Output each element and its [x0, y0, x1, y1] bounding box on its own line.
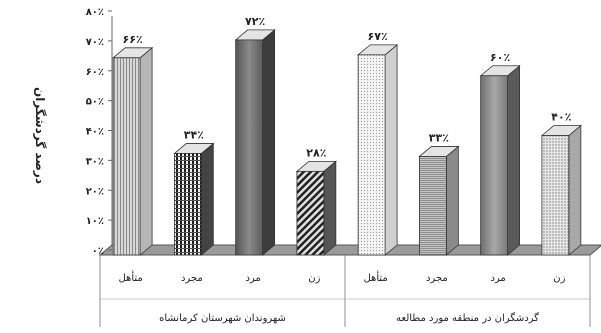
bar [357, 54, 386, 256]
bar-side [262, 29, 276, 256]
bar-side [139, 46, 153, 256]
y-tick-label: ۶۰٪ [86, 67, 104, 78]
y-tick-label: ۸۰٪ [86, 7, 104, 18]
bar [235, 39, 263, 256]
y-tick-label: ۱۰٪ [86, 216, 104, 227]
category-label: متأهل [363, 270, 387, 284]
y-axis-title: درصد گردشگران [33, 87, 47, 184]
bar-side [200, 142, 214, 256]
y-tick-label: ۲۰٪ [86, 186, 104, 197]
bar-side [445, 145, 459, 256]
bar-value-label: ۲۸٪ [306, 146, 326, 159]
group-label: گردشگران در منطقه مورد مطالعه [396, 312, 539, 324]
bar-value-label: ۷۲٪ [245, 15, 265, 28]
category-label: متأهل [118, 270, 142, 284]
bar-value-label: ۶۶٪ [123, 33, 143, 46]
bar-value-label: ۳۳٪ [429, 131, 449, 144]
category-label: مجرد [181, 273, 203, 284]
category-label: مجرد [426, 273, 448, 284]
bar-value-label: ۶۰٪ [490, 51, 510, 64]
bar [173, 153, 202, 256]
bar-side [568, 124, 582, 256]
bar [418, 156, 447, 256]
y-tick-label: ۵۰٪ [86, 97, 104, 108]
y-tick-label: ۴۰٪ [86, 127, 104, 138]
bar [541, 135, 570, 256]
group-label: شهروندان شهرستان کرمانشاه [159, 313, 286, 324]
bar-side [384, 43, 398, 256]
category-label: زن [553, 273, 565, 284]
category-label: مرد [245, 273, 260, 284]
category-label: مرد [490, 273, 505, 284]
y-tick-label: ۰٪ [92, 246, 104, 257]
bar [480, 75, 508, 256]
bar-value-label: ۶۷٪ [368, 30, 388, 43]
bar-side [323, 160, 337, 256]
bar-value-label: ۴۰٪ [551, 111, 571, 124]
bar-side [507, 64, 520, 256]
bar-value-label: ۳۴٪ [184, 128, 204, 141]
bar [296, 170, 325, 256]
bar [112, 57, 141, 256]
y-tick-label: ۳۰٪ [86, 156, 104, 167]
y-tick-label: ۷۰٪ [86, 37, 104, 48]
category-label: زن [308, 273, 320, 284]
